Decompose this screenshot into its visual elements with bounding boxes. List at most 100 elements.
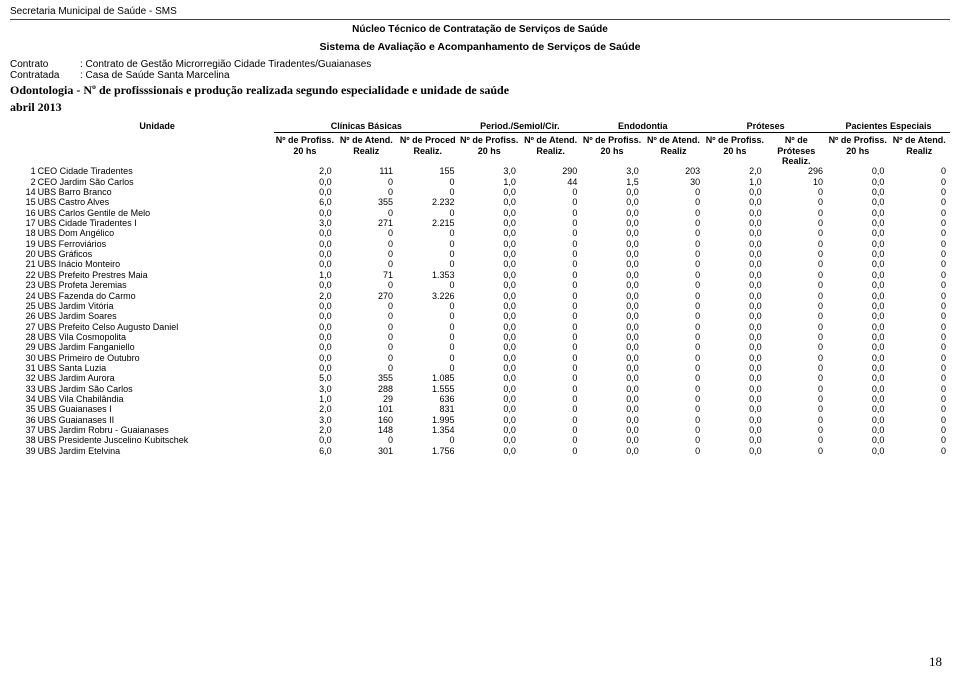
row-unit-name: UBS Jardim Fanganiello <box>38 342 275 352</box>
cell-value: 0 <box>643 311 704 321</box>
cell-value: 0,0 <box>581 435 642 445</box>
cell-value: 0,0 <box>581 218 642 228</box>
cell-value: 3,0 <box>274 384 335 394</box>
system-title: Sistema de Avaliação e Acompanhamento de… <box>10 41 950 53</box>
row-index: 26 <box>10 311 38 321</box>
cell-value: 0 <box>520 342 581 352</box>
cell-value: 0 <box>520 384 581 394</box>
cell-value: 10 <box>766 177 827 187</box>
cell-value: 0,0 <box>458 404 519 414</box>
cell-value: 0,0 <box>274 177 335 187</box>
row-index: 28 <box>10 332 38 342</box>
cell-value: 0,0 <box>581 280 642 290</box>
cell-value: 0 <box>888 322 950 332</box>
contratada-row: Contratada : Casa de Saúde Santa Marceli… <box>10 70 950 81</box>
cell-value: 0 <box>888 270 950 280</box>
cell-value: 29 <box>336 394 397 404</box>
table-row: 36UBS Guaianases II3,01601.9950,000,000,… <box>10 415 950 425</box>
cell-value: 0,0 <box>827 291 888 301</box>
cell-value: 3.226 <box>397 291 458 301</box>
cell-value: 0,0 <box>704 435 765 445</box>
cell-value: 0 <box>888 404 950 414</box>
cell-value: 0,0 <box>827 187 888 197</box>
cell-value: 0 <box>397 177 458 187</box>
cell-value: 0 <box>520 301 581 311</box>
col-head-6: Nº de Atend. Realiz <box>643 133 704 167</box>
cell-value: 0 <box>888 373 950 383</box>
cell-value: 0,0 <box>704 425 765 435</box>
cell-value: 0 <box>397 311 458 321</box>
row-index: 29 <box>10 342 38 352</box>
cell-value: 0,0 <box>704 415 765 425</box>
cell-value: 0,0 <box>581 208 642 218</box>
cell-value: 101 <box>336 404 397 414</box>
cell-value: 0,0 <box>458 322 519 332</box>
cell-value: 0 <box>336 259 397 269</box>
cell-value: 0 <box>397 301 458 311</box>
cell-value: 0,0 <box>581 311 642 321</box>
cell-value: 0 <box>397 353 458 363</box>
table-row: 21UBS Inácio Monteiro0,0000,000,000,000,… <box>10 259 950 269</box>
group-clinicas: Clínicas Básicas <box>274 121 458 133</box>
cell-value: 0,0 <box>581 363 642 373</box>
cell-value: 0,0 <box>704 446 765 456</box>
cell-value: 0,0 <box>704 249 765 259</box>
cell-value: 1.555 <box>397 384 458 394</box>
table-row: 17UBS Cidade Tiradentes I3,02712.2150,00… <box>10 218 950 228</box>
cell-value: 290 <box>520 166 581 176</box>
cell-value: 0 <box>643 322 704 332</box>
cell-value: 0 <box>766 363 827 373</box>
cell-value: 0,0 <box>827 415 888 425</box>
cell-value: 1.354 <box>397 425 458 435</box>
cell-value: 0,0 <box>704 322 765 332</box>
cell-value: 0 <box>766 208 827 218</box>
cell-value: 0 <box>766 187 827 197</box>
row-unit-name: UBS Jardim Vitória <box>38 301 275 311</box>
row-index: 17 <box>10 218 38 228</box>
cell-value: 1.085 <box>397 373 458 383</box>
cell-value: 0 <box>397 249 458 259</box>
cell-value: 0,0 <box>827 363 888 373</box>
cell-value: 0,0 <box>827 228 888 238</box>
cell-value: 0,0 <box>274 228 335 238</box>
cell-value: 0 <box>888 342 950 352</box>
cell-value: 0 <box>397 342 458 352</box>
page-number: 18 <box>929 654 942 670</box>
cell-value: 0 <box>643 384 704 394</box>
col-head-4: Nº de Atend. Realiz. <box>520 133 581 167</box>
report-period: abril 2013 <box>10 100 950 115</box>
cell-value: 0 <box>643 259 704 269</box>
cell-value: 0 <box>397 208 458 218</box>
cell-value: 0 <box>766 373 827 383</box>
row-unit-name: UBS Santa Luzia <box>38 363 275 373</box>
cell-value: 0 <box>520 363 581 373</box>
cell-value: 0 <box>766 425 827 435</box>
cell-value: 0 <box>643 446 704 456</box>
cell-value: 0 <box>643 228 704 238</box>
cell-value: 0 <box>888 353 950 363</box>
cell-value: 0 <box>643 353 704 363</box>
cell-value: 0,0 <box>274 280 335 290</box>
cell-value: 0,0 <box>704 270 765 280</box>
cell-value: 0 <box>643 332 704 342</box>
table-row: 23UBS Profeta Jeremias0,0000,000,000,000… <box>10 280 950 290</box>
cell-value: 0 <box>336 363 397 373</box>
row-unit-name: UBS Barro Branco <box>38 187 275 197</box>
cell-value: 0 <box>643 404 704 414</box>
cell-value: 0,0 <box>704 291 765 301</box>
row-unit-name: UBS Jardim São Carlos <box>38 384 275 394</box>
cell-value: 0 <box>766 311 827 321</box>
cell-value: 0 <box>336 239 397 249</box>
cell-value: 2.215 <box>397 218 458 228</box>
cell-value: 0 <box>336 311 397 321</box>
cell-value: 0 <box>520 259 581 269</box>
cell-value: 0,0 <box>704 384 765 394</box>
col-head-3: Nº de Profiss. 20 hs <box>458 133 519 167</box>
cell-value: 0,0 <box>704 363 765 373</box>
col-head-2: Nº de Proced Realiz. <box>397 133 458 167</box>
cell-value: 0,0 <box>581 394 642 404</box>
cell-value: 0,0 <box>581 301 642 311</box>
cell-value: 0 <box>888 394 950 404</box>
cell-value: 71 <box>336 270 397 280</box>
cell-value: 0 <box>643 394 704 404</box>
